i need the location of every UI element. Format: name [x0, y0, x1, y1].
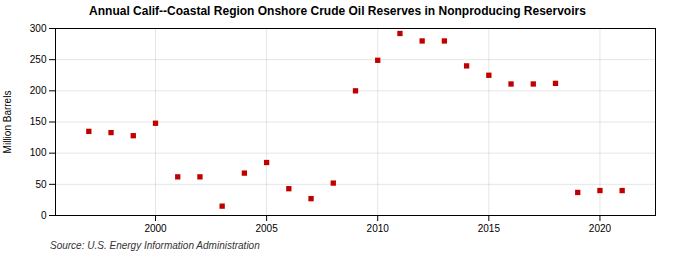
- html-text:Annual Calif--Coastal Region O: Annual Calif--Coastal Region Onshore Cru…: [89, 4, 586, 18]
- svg-text:200: 200: [30, 85, 47, 96]
- svg-text:50: 50: [35, 179, 47, 190]
- svg-text:2005: 2005: [255, 223, 278, 234]
- svg-text:2015: 2015: [478, 223, 501, 234]
- svg-text:100: 100: [30, 147, 47, 158]
- svg-text:300: 300: [30, 23, 47, 34]
- svg-text:2010: 2010: [367, 223, 390, 234]
- html-text:Source: U.S. Energy Informatio: Source: U.S. Energy Information Administ…: [50, 240, 260, 251]
- svg-text:0: 0: [41, 210, 47, 221]
- svg-text:2000: 2000: [144, 223, 167, 234]
- svg-text:150: 150: [30, 116, 47, 127]
- svg-text:250: 250: [30, 54, 47, 65]
- svg-text:Million Barrels: Million Barrels: [2, 91, 13, 154]
- svg-text:2020: 2020: [589, 223, 612, 234]
